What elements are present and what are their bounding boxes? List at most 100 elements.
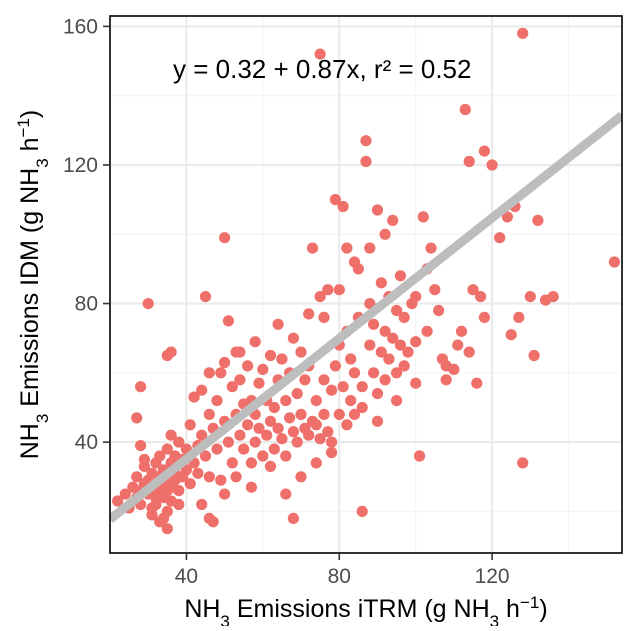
data-point (184, 478, 196, 490)
data-point (524, 291, 536, 303)
data-point (226, 381, 238, 393)
data-point (326, 384, 338, 396)
data-point (138, 453, 150, 466)
data-point (272, 318, 284, 330)
data-point (245, 481, 257, 493)
data-point (314, 291, 326, 303)
data-point (146, 502, 158, 514)
data-point (219, 232, 231, 244)
data-point (238, 443, 250, 455)
data-point (368, 367, 380, 379)
data-point (322, 426, 334, 438)
data-point (471, 377, 483, 389)
data-point (295, 408, 307, 420)
data-point (219, 488, 231, 500)
data-point (494, 232, 506, 244)
data-point (261, 429, 273, 441)
data-point (345, 395, 357, 407)
data-point (264, 460, 277, 472)
data-point (371, 415, 384, 427)
data-point (249, 436, 261, 448)
data-point (326, 436, 338, 448)
data-point (326, 446, 338, 459)
data-point (455, 325, 468, 337)
data-point (413, 450, 426, 462)
data-point (383, 353, 395, 365)
data-point (364, 339, 376, 351)
data-point (608, 256, 621, 268)
data-point (154, 450, 166, 462)
data-point (475, 291, 487, 303)
data-point (433, 304, 445, 317)
x-tick-label: 40 (175, 565, 198, 588)
data-point (257, 450, 269, 462)
data-point (264, 349, 277, 362)
data-point (161, 523, 173, 535)
data-point (249, 336, 261, 348)
data-point (501, 211, 513, 223)
data-point (398, 311, 410, 323)
data-point (348, 367, 361, 379)
data-point (161, 443, 173, 455)
data-point (310, 395, 322, 407)
data-point (410, 377, 422, 389)
data-point (375, 346, 387, 358)
data-point (234, 429, 246, 441)
data-point (291, 388, 303, 400)
data-point (199, 291, 212, 303)
data-point (379, 228, 391, 240)
data-point (333, 284, 345, 296)
data-point (387, 332, 399, 344)
data-point (272, 422, 284, 434)
panel-border (109, 15, 623, 554)
data-point (360, 135, 372, 147)
data-point (142, 298, 154, 310)
data-point (192, 467, 204, 479)
data-point (341, 242, 353, 254)
data-point (459, 103, 471, 116)
data-point (199, 450, 212, 462)
data-point (337, 200, 349, 213)
data-point (547, 291, 559, 303)
data-point (280, 395, 292, 407)
data-point (154, 516, 166, 528)
data-point (222, 315, 234, 327)
data-point (532, 214, 544, 226)
data-point (375, 277, 387, 289)
data-point (287, 512, 299, 525)
data-point (356, 401, 368, 414)
data-point (463, 155, 475, 168)
data-point (196, 498, 208, 511)
data-point (306, 242, 319, 254)
x-axis-label: NH3 Emissions iTRM (g NH3 h−1) (184, 593, 547, 627)
data-point (211, 443, 223, 455)
data-point (356, 381, 368, 393)
data-point (295, 346, 307, 358)
y-axis-label: NH3 Emissions IDM (g NH3 h−1) (14, 110, 52, 460)
data-point (410, 291, 422, 303)
data-point (268, 401, 280, 414)
data-point (119, 488, 131, 500)
data-point (329, 194, 341, 206)
data-point (410, 336, 422, 348)
data-point (398, 360, 410, 372)
data-point (242, 419, 254, 431)
regression-annotation: y = 0.32 + 0.87x, r² = 0.52 (173, 54, 471, 84)
data-point (341, 419, 353, 431)
data-point (280, 450, 292, 462)
x-tick-label: 80 (328, 565, 351, 588)
data-point (371, 204, 384, 216)
data-point (184, 419, 196, 431)
data-point (337, 381, 349, 393)
regression-line (110, 111, 622, 523)
data-point (528, 349, 540, 362)
data-point (287, 426, 299, 438)
data-point (314, 48, 326, 60)
data-point (364, 242, 376, 254)
data-point (203, 471, 215, 483)
data-point (230, 471, 242, 483)
data-point (329, 360, 341, 372)
data-point (517, 457, 529, 469)
data-point (310, 457, 322, 469)
